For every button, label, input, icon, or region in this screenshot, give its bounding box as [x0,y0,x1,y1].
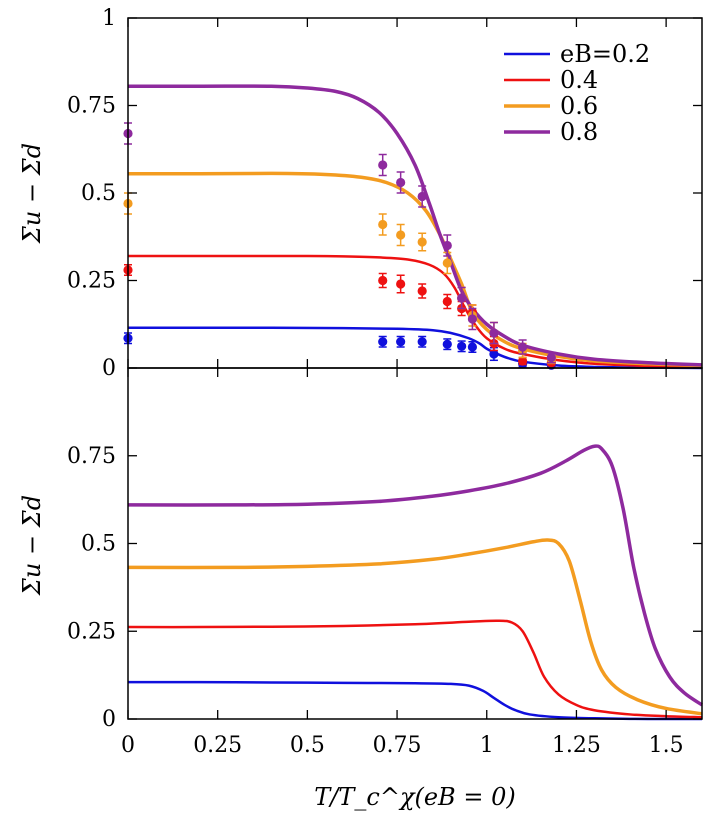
data-point [467,342,477,352]
data-point [457,293,467,303]
bottom-series-line-4 [127,444,703,707]
top-series-line-4 [127,84,703,367]
y-tick-label: 0 [102,707,116,732]
x-tick-label: 0.75 [373,733,422,758]
x-tick-label: 1.25 [552,733,601,758]
data-point [457,341,467,351]
data-point [442,240,452,251]
top-ytick-labels: 0 0.25 0.5 0.75 1 [67,6,116,381]
data-point [396,337,406,347]
bottom-ticks [127,368,702,720]
y-tick-label: 0.25 [67,269,116,294]
y-tick-label: 0 [102,356,116,381]
bottom-series-line-2 [127,619,703,719]
bottom-series-line-3 [127,538,703,716]
top-series-line-3 [127,171,703,368]
data-point [489,349,499,359]
top-points [123,122,556,370]
y-tick-label: 0.5 [81,532,116,557]
x-tick-label: 1 [480,733,494,758]
data-point [489,328,499,338]
top-series-line-2 [127,254,703,369]
data-point [378,219,388,230]
x-tick-label: 0.25 [193,733,242,758]
y-tick-label: 0.75 [67,444,116,469]
data-point [396,177,406,188]
data-point [518,342,528,352]
legend-label: eB=0.2 [560,40,650,68]
data-point [442,296,452,307]
data-point [518,356,528,366]
data-point [396,279,406,289]
x-tick-label: 0 [121,733,135,758]
top-series-line-1 [128,326,703,370]
bottom-curves [127,444,703,721]
data-point [467,314,477,324]
y-tick-label: 0.25 [67,619,116,644]
x-tick-label: 0.5 [290,733,325,758]
data-point [378,160,388,170]
bottom-plot-frame [127,367,703,720]
bottom-series-line-1 [127,680,703,721]
data-point [546,352,556,363]
x-tick-labels: 0 0.25 0.5 0.75 1 1.25 1.5 [121,733,684,758]
legend: eB=0.20.40.60.8 [504,40,650,146]
data-point [442,339,452,349]
top-panel: 0 0.25 0.5 0.75 1 Σu − Σd eB=0.20.40.60.8 [18,6,703,381]
bottom-y-axis-title: Σu − Σd [18,495,46,596]
data-point [442,258,452,268]
data-point [417,286,427,296]
data-point [417,237,427,247]
x-tick-label: 1.5 [649,733,684,758]
top-curves [127,84,703,370]
top-ticks [127,17,702,369]
data-point [417,337,427,347]
y-tick-label: 0.5 [81,181,116,206]
data-point [378,337,388,347]
data-point [417,191,427,202]
data-point [396,230,406,240]
legend-label: 0.4 [560,66,598,94]
top-plot-frame [127,17,703,369]
bottom-panel: 0 0.25 0.5 0.75 0 0.25 0.5 0.75 1 1.25 1.5 Σu − Σ… [18,367,703,811]
bottom-ytick-labels: 0 0.25 0.5 0.75 [67,444,116,732]
y-tick-label: 1 [102,6,116,31]
x-axis-title: T/T_c^χ(eB = 0) [314,783,515,811]
y-tick-label: 0.75 [67,94,116,119]
legend-label: 0.8 [560,118,598,146]
data-point [378,275,388,286]
legend-label: 0.6 [560,92,598,120]
top-y-axis-title: Σu − Σd [18,143,46,244]
